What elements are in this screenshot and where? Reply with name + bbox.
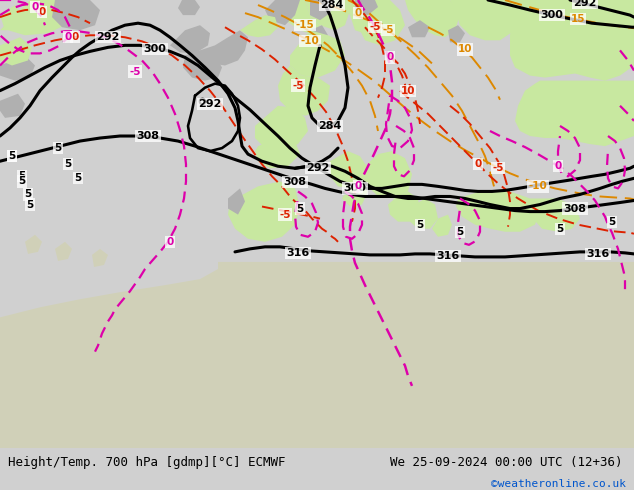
Text: 0: 0 (72, 32, 79, 42)
Polygon shape (0, 5, 22, 30)
Polygon shape (515, 80, 634, 146)
Polygon shape (52, 0, 100, 30)
Text: 0: 0 (554, 161, 562, 171)
Polygon shape (183, 50, 222, 80)
Polygon shape (228, 189, 245, 215)
Text: 5: 5 (456, 227, 463, 237)
Text: 284: 284 (320, 0, 344, 10)
Polygon shape (408, 20, 430, 37)
Text: 300: 300 (344, 183, 366, 194)
Polygon shape (330, 151, 368, 189)
Polygon shape (310, 25, 328, 42)
Text: 0: 0 (39, 7, 46, 17)
Polygon shape (290, 30, 345, 77)
Text: -5: -5 (129, 67, 141, 76)
Text: 0: 0 (166, 237, 174, 247)
Polygon shape (340, 0, 390, 35)
Polygon shape (405, 0, 460, 37)
Polygon shape (510, 0, 634, 80)
Polygon shape (432, 215, 452, 237)
Text: 5: 5 (18, 176, 25, 186)
Text: 5: 5 (18, 172, 25, 181)
Text: 5: 5 (609, 217, 616, 227)
Text: 5: 5 (24, 190, 32, 199)
Text: 5: 5 (8, 151, 16, 161)
Text: 300: 300 (143, 45, 167, 54)
Polygon shape (275, 0, 320, 35)
Text: 0: 0 (65, 32, 72, 42)
Polygon shape (310, 0, 335, 20)
Polygon shape (355, 0, 378, 15)
Text: 0: 0 (31, 2, 39, 12)
Polygon shape (200, 30, 248, 66)
Text: 292: 292 (96, 32, 120, 42)
Polygon shape (0, 262, 634, 448)
Polygon shape (388, 192, 420, 221)
Text: 5: 5 (8, 151, 16, 161)
Text: 316: 316 (287, 248, 309, 258)
Polygon shape (342, 184, 368, 207)
Text: -5: -5 (369, 22, 381, 32)
Text: 292: 292 (306, 163, 330, 173)
Text: -5: -5 (279, 210, 291, 220)
Text: ©weatheronline.co.uk: ©weatheronline.co.uk (491, 479, 626, 489)
Polygon shape (0, 37, 32, 66)
Text: 15: 15 (571, 14, 585, 24)
Text: 308: 308 (283, 177, 306, 187)
Polygon shape (450, 0, 520, 40)
Polygon shape (0, 94, 25, 118)
Text: 0: 0 (386, 52, 394, 62)
Polygon shape (0, 0, 72, 35)
Polygon shape (25, 235, 42, 254)
Text: -5: -5 (492, 163, 504, 173)
Polygon shape (448, 25, 465, 42)
Polygon shape (278, 66, 330, 116)
Text: 0: 0 (354, 181, 361, 192)
Text: 5: 5 (65, 159, 72, 169)
Text: 292: 292 (573, 0, 597, 8)
Text: 0: 0 (354, 8, 361, 18)
Text: -5: -5 (292, 81, 304, 91)
Text: 308: 308 (564, 203, 586, 214)
Polygon shape (55, 242, 72, 261)
Polygon shape (300, 0, 350, 30)
Text: 292: 292 (198, 99, 222, 109)
Polygon shape (456, 192, 540, 232)
Text: -10: -10 (529, 181, 547, 192)
Polygon shape (265, 0, 300, 25)
Text: Height/Temp. 700 hPa [gdmp][°C] ECMWF: Height/Temp. 700 hPa [gdmp][°C] ECMWF (8, 456, 285, 469)
Text: We 25-09-2024 00:00 UTC (12+36): We 25-09-2024 00:00 UTC (12+36) (390, 456, 623, 469)
Polygon shape (228, 181, 300, 242)
Text: 5: 5 (55, 143, 61, 153)
Text: 0: 0 (474, 159, 482, 169)
Polygon shape (178, 0, 200, 15)
Text: 5: 5 (74, 173, 82, 183)
Text: 316: 316 (586, 249, 610, 259)
Text: 300: 300 (541, 10, 564, 20)
Text: -5: -5 (382, 25, 394, 35)
Text: 10: 10 (458, 45, 472, 54)
Text: -15: -15 (295, 20, 314, 30)
Text: 5: 5 (296, 203, 304, 214)
Polygon shape (255, 106, 308, 151)
Polygon shape (530, 198, 580, 232)
Text: 5: 5 (27, 199, 34, 210)
Text: -10: -10 (301, 36, 320, 47)
Polygon shape (410, 198, 438, 229)
Text: 308: 308 (136, 131, 160, 141)
Text: 10: 10 (401, 86, 415, 96)
Text: 316: 316 (436, 251, 460, 261)
Polygon shape (170, 25, 210, 53)
Polygon shape (350, 0, 405, 46)
Polygon shape (92, 249, 108, 267)
Polygon shape (362, 151, 412, 198)
Polygon shape (240, 15, 278, 37)
Text: 5: 5 (557, 224, 564, 234)
Polygon shape (255, 138, 300, 168)
Polygon shape (0, 55, 35, 80)
Text: 284: 284 (318, 121, 342, 131)
Text: 5: 5 (417, 220, 424, 230)
